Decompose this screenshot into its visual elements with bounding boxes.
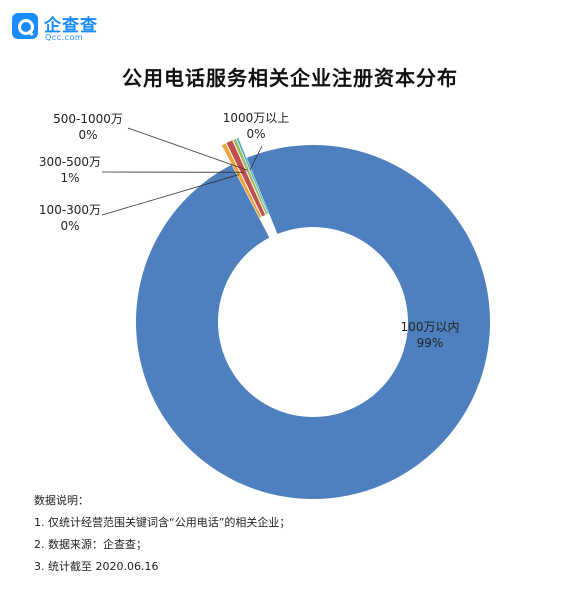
slice-1000: [236, 137, 270, 215]
chart-title: 公用电话服务相关企业注册资本分布: [122, 66, 458, 90]
slice-percent-1000: 0%: [246, 127, 265, 141]
slice-label-100-300: 100-300万: [39, 203, 101, 217]
slice-100-300: [221, 142, 262, 219]
slice-percent-300-500: 1%: [60, 171, 79, 185]
slice-percent-100-300: 0%: [60, 219, 79, 233]
leader-line-1000: [249, 145, 263, 170]
logo-domain: Qcc.com: [45, 33, 84, 42]
note-line-1: 1. 仅统计经营范围关键词含“公用电话”的相关企业；: [34, 516, 291, 529]
slice-label-1000: 1000万以上: [223, 111, 290, 125]
note-line-2: 2. 数据来源：企查查；: [34, 538, 147, 551]
slice-percent-100: 99%: [417, 336, 444, 350]
slice-100: [135, 145, 490, 500]
slice-label-500-1000: 500-1000万: [53, 112, 123, 126]
note-line-3: 3. 统计截至 2020.06.16: [34, 560, 159, 573]
slice-percent-500-1000: 0%: [78, 128, 97, 142]
qcc-logo: 企查查 Qcc.com: [12, 10, 122, 50]
leader-line-500-1000: [127, 127, 248, 171]
slice-label-100: 100万以内: [401, 320, 460, 334]
note-heading: 数据说明：: [34, 494, 89, 507]
slice-300-500: [225, 139, 266, 217]
slice-label-300-500: 300-500万: [39, 155, 101, 169]
magnifier-logo-icon: [12, 13, 38, 39]
leader-line-100-300: [101, 174, 240, 216]
logo-name: 企查查: [44, 16, 98, 36]
slice-500-1000: [232, 138, 268, 216]
